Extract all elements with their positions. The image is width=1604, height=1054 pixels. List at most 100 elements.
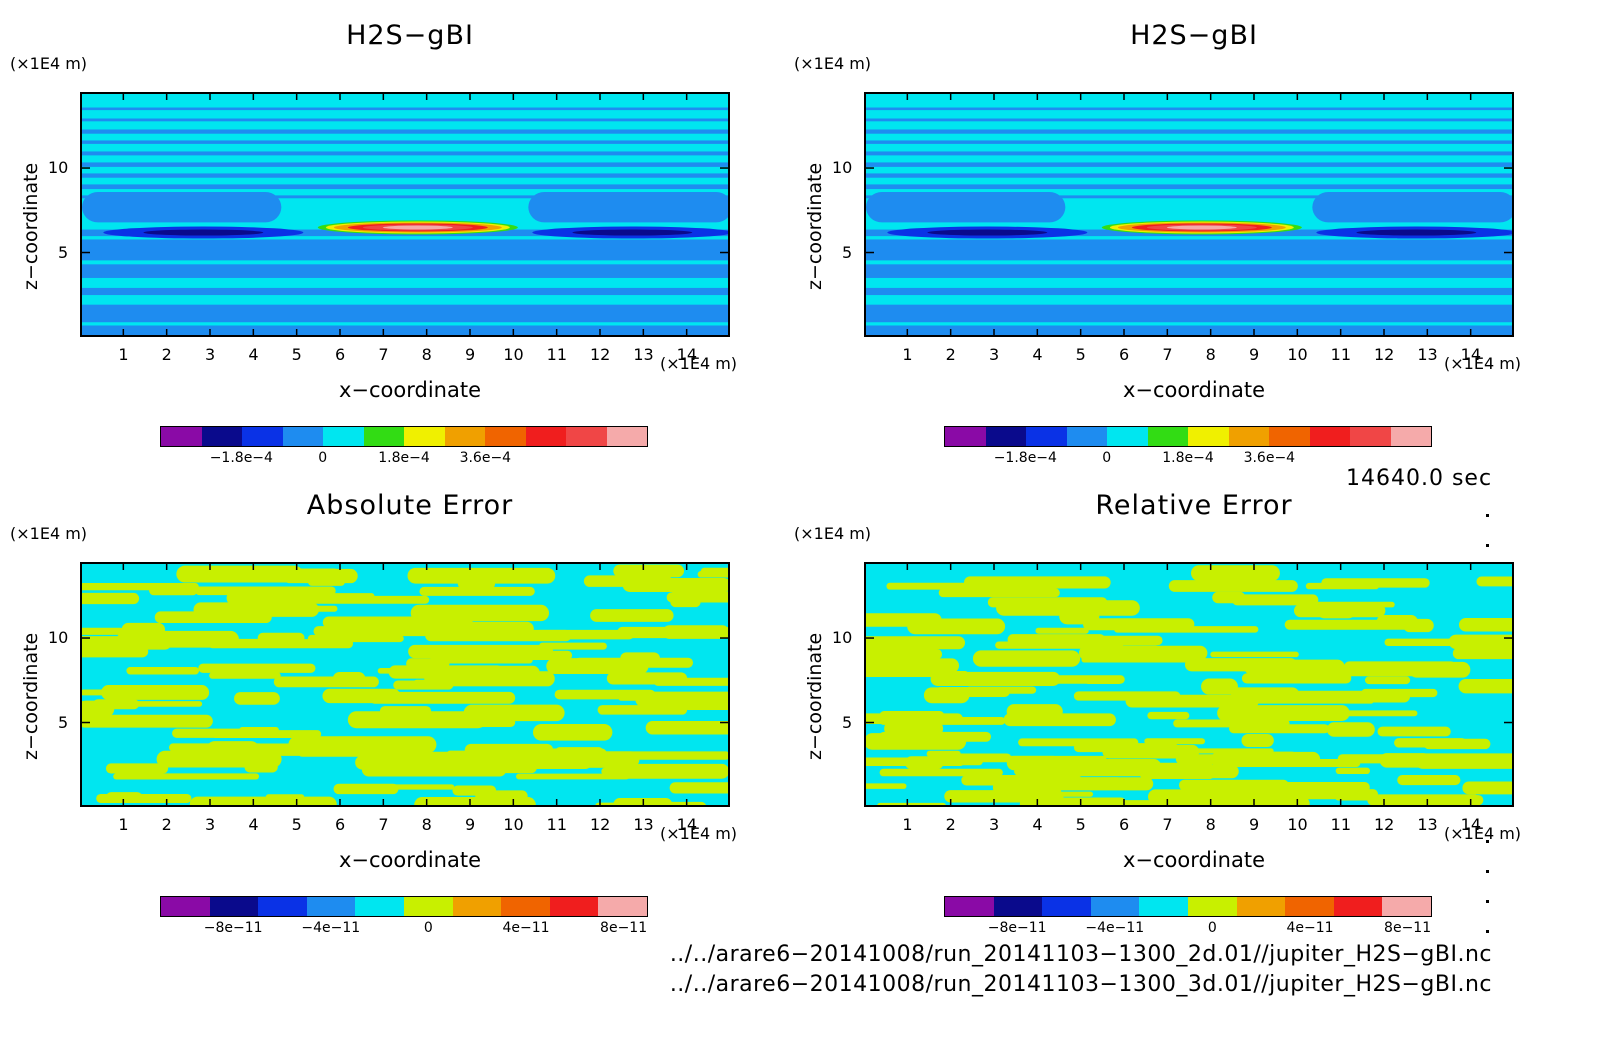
error-patch xyxy=(1125,694,1259,708)
colorbar-swatch xyxy=(566,427,607,446)
error-patch xyxy=(866,759,964,766)
x-tick-label: 13 xyxy=(633,345,654,364)
colorbar-label: −8e−11 xyxy=(987,920,1047,936)
contour-band xyxy=(82,162,728,167)
colorbar-swatch xyxy=(1188,427,1229,446)
x-tick-label: 13 xyxy=(633,815,654,834)
error-patch xyxy=(1049,777,1154,791)
contour-band xyxy=(82,140,728,144)
dot-marker xyxy=(1486,900,1489,903)
x-unit-label: (×1E4 m) xyxy=(660,354,738,373)
error-patch xyxy=(879,768,1003,777)
dot-marker xyxy=(1486,930,1489,933)
colorbar-swatch xyxy=(323,427,364,446)
colorbar-swatch xyxy=(403,897,453,916)
error-patch xyxy=(172,728,260,738)
error-patch xyxy=(419,586,535,596)
negative-anomaly xyxy=(927,229,1048,236)
contour-field xyxy=(866,564,1512,805)
error-patch xyxy=(1217,705,1350,721)
error-patch xyxy=(149,585,198,596)
error-patch xyxy=(332,671,366,686)
y-tick-label: 5 xyxy=(58,242,69,262)
x-tick-label: 13 xyxy=(1417,345,1438,364)
error-patch xyxy=(1321,578,1430,588)
negative-anomaly xyxy=(572,229,693,236)
error-patch xyxy=(105,763,169,774)
x-tick-label: 3 xyxy=(989,815,1000,834)
x-tick-label: 5 xyxy=(291,815,302,834)
colorbar-label: −8e−11 xyxy=(203,920,263,936)
x-tick-label: 9 xyxy=(465,815,476,834)
contour-band xyxy=(866,118,1512,122)
x-tick-label: 6 xyxy=(335,815,346,834)
contour-field xyxy=(82,564,728,805)
contour-band xyxy=(82,250,728,259)
x-tick-label: 5 xyxy=(1075,815,1086,834)
x-tick-label: 10 xyxy=(1287,345,1308,364)
error-patch xyxy=(963,576,1111,589)
error-patch xyxy=(465,650,573,660)
x-tick-label: 1 xyxy=(902,345,913,364)
error-patch xyxy=(1035,627,1089,634)
footer-path-3d: ../../arare6−20141008/run_20141103−1300_… xyxy=(669,972,1492,997)
x-tick-label: 4 xyxy=(248,345,259,364)
contour-band xyxy=(866,325,1512,334)
error-patch xyxy=(669,782,728,794)
footer-path-2d: ../../arare6−20141008/run_20141103−1300_… xyxy=(669,942,1492,967)
colorbar-swatch xyxy=(161,427,202,446)
x-tick-label: 11 xyxy=(546,815,568,834)
x-tick-label: 4 xyxy=(1032,345,1043,364)
contour-band xyxy=(82,325,728,334)
x-tick-label: 8 xyxy=(421,815,432,834)
x-tick-label: 11 xyxy=(546,345,568,364)
y-unit-label: (×1E4 m) xyxy=(10,54,88,73)
colorbar-swatch xyxy=(452,897,502,916)
contour-band xyxy=(866,316,1512,323)
colorbar-swatch xyxy=(1090,897,1140,916)
error-patch xyxy=(1190,565,1280,582)
y-tick-label: 10 xyxy=(832,628,853,648)
error-patch xyxy=(1138,764,1239,779)
error-patch xyxy=(126,666,200,675)
colorbar-swatch xyxy=(501,897,550,916)
contour-band xyxy=(866,269,1512,278)
x-tick-label: 11 xyxy=(1330,815,1352,834)
colorbar-swatch xyxy=(209,897,259,916)
x-tick-label: 6 xyxy=(1119,815,1130,834)
error-patch xyxy=(554,747,604,758)
error-patch xyxy=(697,571,728,578)
x-tick-label: 3 xyxy=(989,345,1000,364)
error-patch xyxy=(1265,751,1297,761)
error-patch xyxy=(168,743,264,752)
colorbar xyxy=(944,426,1432,447)
x-tick-label: 7 xyxy=(378,345,389,364)
contour-band xyxy=(866,151,1512,156)
chart-title: Relative Error xyxy=(1095,490,1293,521)
colorbar-swatch xyxy=(242,427,283,446)
axis-ticks xyxy=(80,562,730,807)
error-patch xyxy=(622,577,728,592)
dot-marker xyxy=(1486,544,1489,547)
error-patch xyxy=(1462,781,1512,795)
colorbar-swatch xyxy=(1139,897,1188,916)
error-patch xyxy=(866,648,943,660)
contour-band xyxy=(82,184,728,190)
chart-title: H2S−gBI xyxy=(1130,20,1258,51)
error-patch xyxy=(189,796,337,805)
x-axis-label: x−coordinate xyxy=(1122,378,1266,402)
error-patch xyxy=(1448,634,1512,649)
y-axis-label: z−coordinate xyxy=(804,162,826,290)
chart-title: Absolute Error xyxy=(306,490,514,521)
y-unit-label: (×1E4 m) xyxy=(794,54,872,73)
colorbar-label: 0 xyxy=(1207,920,1217,936)
contour-band xyxy=(82,107,728,111)
colorbar-label: 0 xyxy=(318,450,328,466)
x-axis-label: x−coordinate xyxy=(338,378,482,402)
colorbar-swatch xyxy=(1333,897,1383,916)
colorbar-swatch xyxy=(945,427,986,446)
x-tick-label: 14 xyxy=(676,345,698,364)
contour-band xyxy=(82,269,728,278)
error-patch xyxy=(1168,580,1298,592)
axis-ticks xyxy=(864,92,1514,337)
